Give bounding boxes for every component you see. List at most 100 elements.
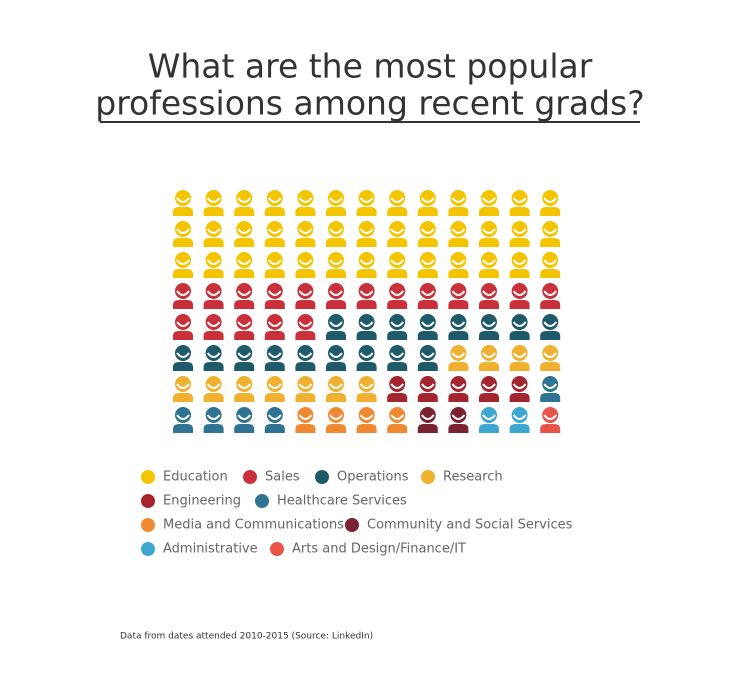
legend-swatch (315, 470, 329, 484)
icon-face (390, 352, 404, 358)
person-icon (387, 314, 408, 340)
icon-body (540, 207, 561, 216)
icon-head (419, 252, 436, 268)
icon-head (328, 190, 344, 206)
icon-face (176, 290, 190, 296)
icon-body (203, 207, 224, 216)
icon-head (205, 221, 222, 237)
icon-body (264, 300, 285, 309)
icon-body (479, 238, 499, 247)
icon-body (203, 269, 224, 278)
person-icon (203, 190, 224, 216)
icon-face (482, 290, 496, 296)
icon-head (389, 376, 406, 392)
icon-head (175, 221, 191, 237)
person-icon (479, 407, 499, 433)
icon-body (479, 362, 499, 371)
icon-body (387, 424, 408, 433)
icon-head (481, 345, 497, 361)
legend-label: Arts and Design/Finance/IT (292, 542, 466, 557)
icon-body (540, 362, 561, 371)
icon-face (176, 414, 190, 420)
person-icon (387, 221, 408, 247)
icon-face (329, 352, 343, 358)
person-icon (173, 376, 193, 402)
icon-body (326, 331, 346, 340)
person-icon (448, 376, 469, 402)
icon-face (512, 259, 527, 265)
person-icon (387, 283, 408, 309)
person-icon (264, 190, 285, 216)
icon-head (297, 283, 314, 299)
icon-head (358, 221, 375, 237)
person-icon (173, 252, 193, 278)
icon-body (417, 362, 438, 371)
icon-body (509, 331, 530, 340)
icon-face (206, 197, 221, 203)
legend-label: Administrative (163, 542, 258, 557)
icon-body (326, 269, 346, 278)
icon-head (450, 407, 467, 423)
person-icon (234, 345, 255, 371)
icon-face (359, 414, 374, 420)
person-icon (540, 221, 561, 247)
icon-face (421, 259, 435, 265)
legend-swatch (255, 494, 269, 508)
person-icon (326, 345, 346, 371)
icon-head (542, 407, 559, 423)
person-icon (264, 252, 285, 278)
person-icon (540, 314, 561, 340)
legend-label: Sales (265, 470, 300, 485)
icon-body (417, 207, 438, 216)
icon-head (205, 376, 222, 392)
icon-face (206, 352, 221, 358)
legend-label: Healthcare Services (277, 494, 407, 509)
icon-face (359, 197, 374, 203)
person-icon (173, 314, 193, 340)
icon-head (511, 376, 528, 392)
legend-swatch (141, 470, 155, 484)
icon-body (417, 300, 438, 309)
icon-head (236, 376, 253, 392)
icon-face (359, 228, 374, 234)
icon-body (448, 300, 469, 309)
icon-face (206, 228, 221, 234)
icon-body (295, 207, 316, 216)
icon-head (481, 283, 497, 299)
icon-body (509, 424, 530, 433)
icon-face (421, 290, 435, 296)
legend-label: Operations (337, 470, 409, 485)
icon-face (451, 197, 466, 203)
icon-head (175, 314, 191, 330)
icon-body (448, 424, 469, 433)
icon-body (326, 238, 346, 247)
icon-head (481, 314, 497, 330)
icon-body (295, 269, 316, 278)
icon-face (359, 259, 374, 265)
person-icon (448, 407, 469, 433)
person-icon (509, 314, 530, 340)
icon-body (509, 269, 530, 278)
icon-face (206, 321, 221, 327)
icon-head (297, 407, 314, 423)
icon-head (511, 345, 528, 361)
icon-head (236, 221, 253, 237)
icon-head (419, 314, 436, 330)
icon-body (295, 238, 316, 247)
icon-head (481, 407, 497, 423)
icon-face (237, 352, 251, 358)
person-icon (356, 283, 377, 309)
legend-swatch (270, 542, 284, 556)
person-icon (264, 376, 285, 402)
person-icon (509, 345, 530, 371)
icon-head (236, 345, 253, 361)
icon-head (419, 345, 436, 361)
icon-head (481, 252, 497, 268)
person-icon (509, 283, 530, 309)
icon-face (512, 321, 527, 327)
icon-body (509, 300, 530, 309)
icon-face (421, 228, 435, 234)
icon-face (482, 352, 496, 358)
legend-swatch (243, 470, 257, 484)
icon-face (543, 321, 557, 327)
